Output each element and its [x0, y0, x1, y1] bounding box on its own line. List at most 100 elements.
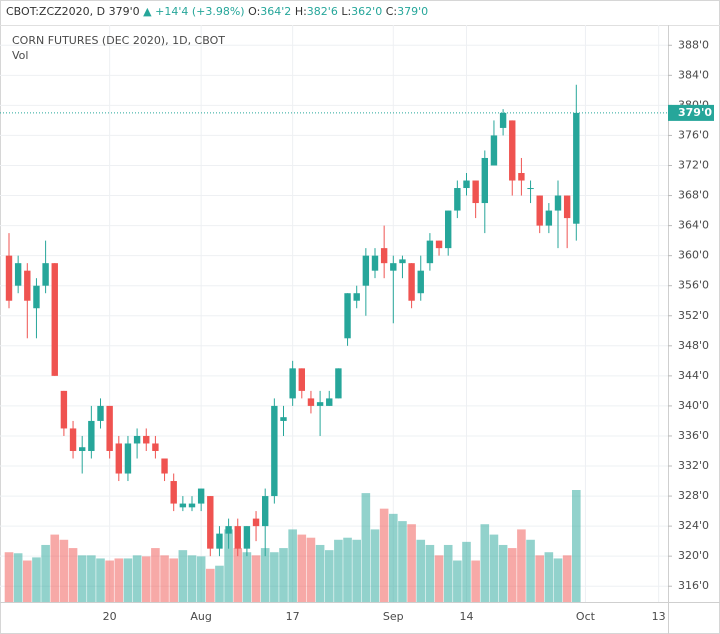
x-tick-label: Aug: [190, 610, 211, 623]
volume-bar: [242, 552, 252, 602]
y-tick-label: 328'0: [678, 489, 709, 502]
volume-bar: [77, 555, 87, 602]
candle-body: [545, 210, 553, 226]
candle-body: [234, 526, 241, 549]
volume-bar: [279, 548, 288, 602]
candle-body: [307, 398, 315, 406]
candle-body: [69, 428, 77, 451]
volume-bar: [270, 552, 279, 602]
volume-bar: [572, 490, 581, 602]
candle-body: [14, 263, 22, 286]
candle-body: [197, 488, 205, 504]
candle-body: [353, 293, 360, 301]
candle-body: [5, 255, 13, 301]
volume-bar: [507, 548, 517, 602]
y-tick-label: 344'0: [678, 369, 709, 382]
volume-bar: [416, 539, 426, 602]
volume-bar: [87, 555, 96, 602]
candle-body: [262, 496, 269, 527]
candle-body: [472, 180, 479, 204]
volume-bar: [352, 539, 361, 602]
candle-body: [426, 240, 434, 264]
candle-body: [60, 390, 68, 429]
candle-body: [481, 157, 488, 204]
last: 379'0: [109, 5, 140, 18]
candle-body: [188, 503, 196, 508]
current-price-box: [668, 104, 714, 121]
volume-bar: [224, 529, 233, 602]
y-tick-label: 388'0: [678, 38, 709, 51]
volume-bar: [233, 548, 243, 602]
candle-body: [33, 285, 40, 309]
candle-body: [335, 368, 342, 399]
candle-body: [326, 398, 333, 406]
candle-body: [225, 526, 232, 534]
volume-bar: [105, 560, 114, 602]
c-label: C:: [386, 5, 397, 18]
volume-bar: [132, 555, 142, 602]
volume-pane: [4, 490, 581, 602]
x-tick-label: Oct: [576, 610, 596, 623]
candle-body: [499, 112, 507, 128]
volume-bar: [434, 555, 444, 602]
candle-body: [97, 405, 104, 421]
candle-body: [79, 447, 86, 451]
volume-bar: [169, 558, 178, 602]
volume-bar: [151, 548, 160, 602]
candle-body: [143, 435, 150, 444]
candle-body: [573, 112, 580, 224]
volume-bar: [398, 521, 407, 602]
volume-bar: [544, 552, 554, 602]
volume-bar: [407, 524, 416, 602]
volume-bar: [13, 553, 23, 602]
volume-bar: [361, 493, 371, 602]
candle-body: [417, 270, 424, 294]
candle-body: [24, 270, 31, 301]
candle-body: [490, 135, 498, 166]
c-value: 379'0: [397, 5, 428, 18]
volume-bar: [324, 550, 334, 602]
volume-bar: [517, 529, 526, 602]
candle-body: [280, 417, 287, 421]
candle-body: [563, 195, 571, 219]
candle-body: [380, 248, 388, 264]
candle-body: [51, 263, 58, 376]
volume-bar: [297, 534, 307, 602]
volume-bar: [196, 556, 206, 602]
candle-body: [243, 526, 251, 549]
candles: [5, 84, 580, 557]
y-tick-label: 348'0: [678, 339, 709, 352]
volume-bar: [123, 558, 133, 602]
h-label: H:: [295, 5, 307, 18]
volume-label: Vol: [12, 49, 28, 62]
x-tick-label: 20: [103, 610, 117, 623]
candle-body: [316, 402, 324, 406]
y-tick-label: 360'0: [678, 249, 709, 262]
volume-bar: [141, 556, 151, 602]
volume-bar: [489, 534, 499, 602]
x-tick-label: 13: [652, 610, 666, 623]
candle-body: [509, 120, 516, 181]
candle-body: [445, 210, 452, 249]
candle-body: [133, 435, 141, 444]
volume-bar: [68, 548, 78, 602]
candle-body: [216, 533, 223, 549]
volume-bar: [187, 555, 197, 602]
candle-body: [554, 195, 562, 211]
candle-body: [390, 263, 397, 271]
candle-body: [344, 293, 351, 339]
candle-body: [124, 443, 132, 474]
volume-bar: [480, 524, 490, 602]
volume-bar: [50, 534, 60, 602]
y-tick-label: 364'0: [678, 219, 709, 232]
candle-body: [170, 481, 177, 504]
change: +14'4 (+3.98%): [155, 5, 244, 18]
candle-body: [362, 255, 370, 286]
y-tick-label: 340'0: [678, 399, 709, 412]
candle-body: [88, 420, 95, 451]
candle-body: [463, 180, 470, 189]
volume-bar: [260, 548, 270, 602]
volume-bar: [471, 560, 480, 602]
